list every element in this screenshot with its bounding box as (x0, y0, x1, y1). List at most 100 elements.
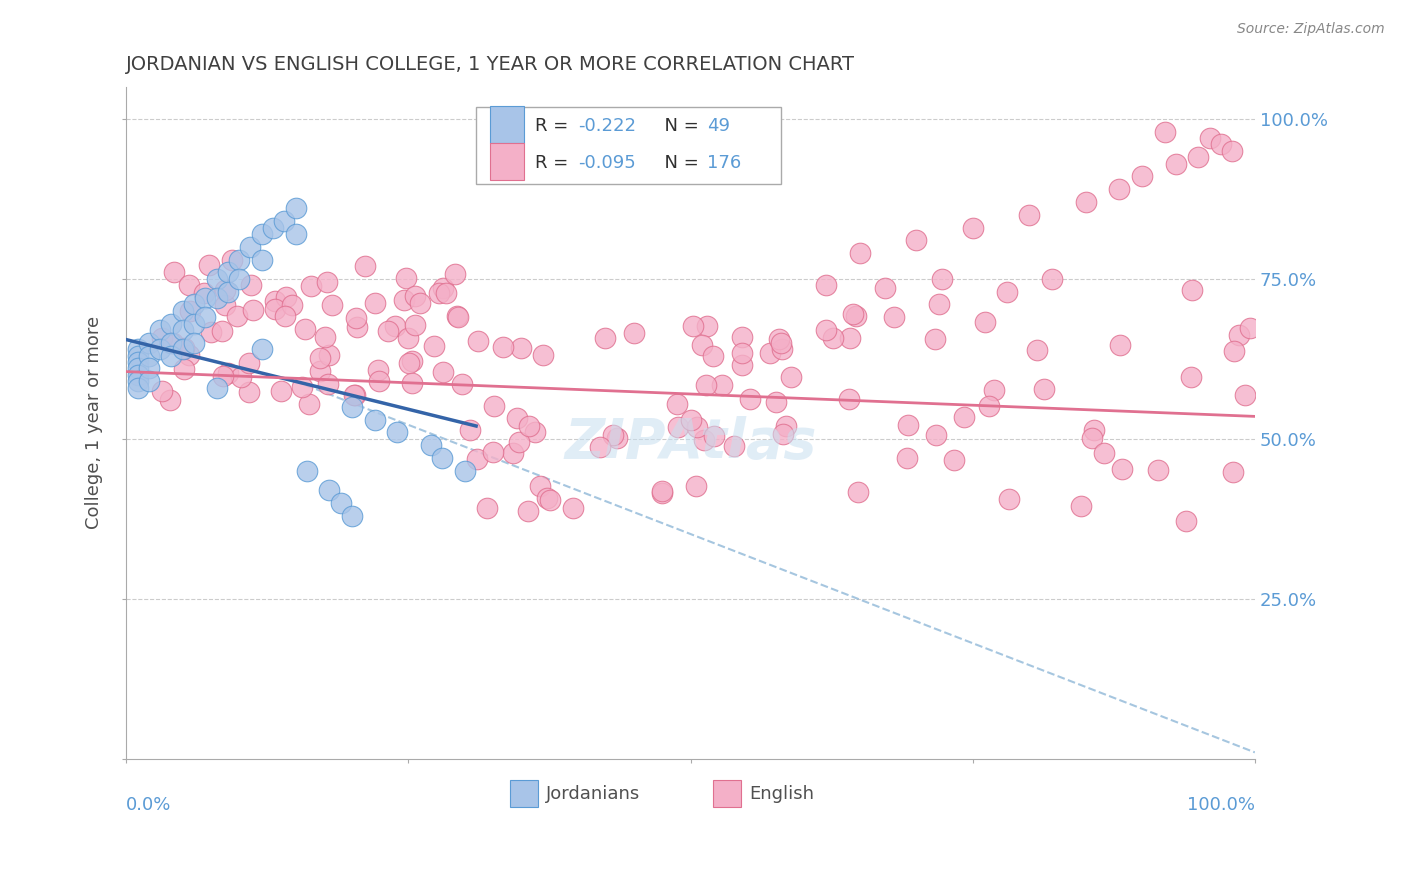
Point (344, 311, 367, 326)
Point (1233, 388, 1256, 402)
Point (1026, 343, 1049, 357)
Point (385, 425, 408, 440)
Point (273, 214, 295, 228)
Point (446, 310, 468, 324)
Point (1070, 500, 1092, 514)
Point (127, 349, 149, 363)
Point (924, 332, 946, 346)
Point (217, 265, 239, 279)
Point (1209, 137, 1232, 152)
Point (177, 347, 200, 361)
Point (685, 479, 707, 493)
Point (194, 310, 217, 325)
Point (217, 366, 239, 380)
Point (299, 278, 322, 293)
Point (1108, 182, 1130, 196)
Point (1130, 169, 1153, 184)
Point (508, 434, 530, 449)
Point (183, 335, 205, 350)
Point (666, 396, 689, 410)
Point (814, 323, 837, 337)
Point (298, 397, 321, 411)
Text: 0.0%: 0.0% (127, 796, 172, 814)
Point (995, 285, 1018, 299)
Point (1018, 208, 1040, 222)
Y-axis label: College, 1 year or more: College, 1 year or more (86, 317, 103, 529)
Point (346, 319, 368, 334)
Point (295, 464, 318, 478)
Text: N =: N = (654, 153, 704, 171)
Point (561, 500, 583, 515)
Point (228, 252, 250, 267)
Point (983, 383, 1005, 397)
Point (226, 310, 249, 324)
Point (849, 246, 872, 260)
Text: R =: R = (534, 153, 574, 171)
Point (314, 330, 336, 344)
Point (482, 400, 505, 414)
Point (368, 374, 391, 388)
Point (163, 265, 186, 279)
Point (723, 439, 745, 453)
Point (127, 342, 149, 356)
Point (458, 423, 481, 437)
Point (517, 504, 540, 518)
Point (1239, 321, 1261, 335)
Point (873, 281, 896, 295)
Point (340, 400, 363, 414)
Point (979, 399, 1001, 413)
Point (264, 293, 287, 308)
Point (1083, 423, 1105, 437)
Point (538, 492, 561, 507)
Text: Jordanians: Jordanians (546, 785, 640, 803)
Point (150, 330, 173, 344)
Point (198, 258, 221, 272)
Point (444, 267, 467, 281)
Point (702, 349, 724, 363)
Point (221, 253, 243, 268)
Point (695, 378, 717, 392)
Point (1227, 328, 1250, 343)
Point (696, 318, 718, 333)
Point (839, 331, 862, 345)
Point (274, 290, 297, 304)
Point (401, 376, 423, 390)
Point (160, 349, 183, 363)
Text: N =: N = (654, 117, 704, 136)
Point (772, 426, 794, 441)
Point (823, 330, 845, 344)
Point (846, 485, 869, 500)
Point (943, 452, 966, 467)
Point (775, 419, 797, 434)
Point (229, 370, 252, 384)
Point (420, 438, 443, 452)
Point (404, 318, 426, 332)
Point (395, 271, 418, 285)
Point (316, 275, 339, 289)
Point (238, 384, 260, 399)
Point (281, 298, 304, 312)
Point (321, 298, 343, 312)
Point (432, 365, 454, 379)
Point (384, 319, 406, 334)
Point (1040, 272, 1063, 286)
Point (1198, 131, 1220, 145)
Point (593, 331, 616, 345)
Point (1223, 343, 1246, 358)
Point (309, 351, 332, 365)
Point (172, 323, 194, 337)
Point (427, 286, 450, 301)
Point (179, 304, 201, 318)
Text: -0.222: -0.222 (578, 117, 636, 136)
Point (127, 381, 149, 395)
Point (318, 483, 340, 497)
Bar (510, 780, 538, 807)
Point (149, 323, 172, 337)
Point (1074, 194, 1097, 209)
Text: 176: 176 (707, 153, 742, 171)
Point (651, 484, 673, 499)
Text: JORDANIAN VS ENGLISH COLLEGE, 1 YEAR OR MORE CORRELATION CHART: JORDANIAN VS ENGLISH COLLEGE, 1 YEAR OR … (127, 55, 855, 74)
Point (962, 220, 984, 235)
Point (606, 431, 628, 445)
Point (465, 452, 488, 467)
